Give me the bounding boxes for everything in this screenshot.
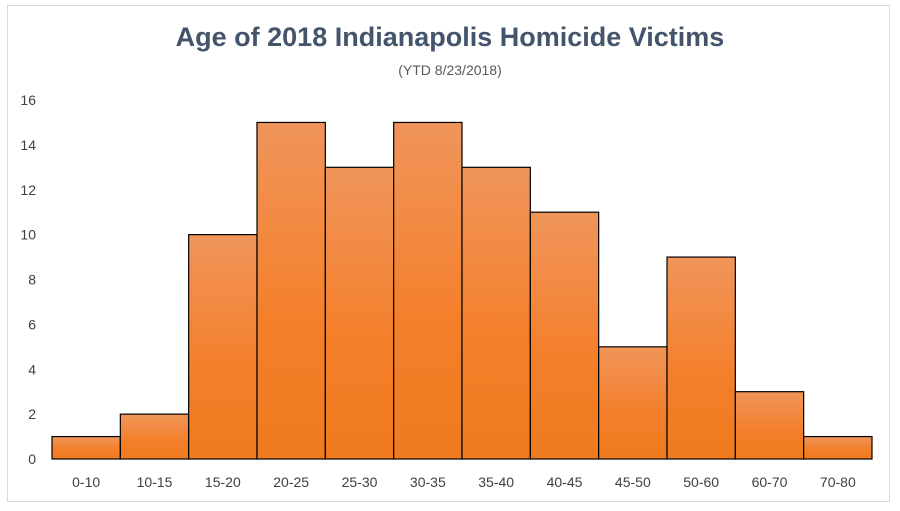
x-tick-label: 70-80 — [820, 474, 856, 490]
bar-15-20 — [188, 234, 258, 460]
x-tick-label: 60-70 — [752, 474, 788, 490]
y-axis: 0 2 4 6 8 10 12 14 16 — [20, 92, 36, 467]
bar-30-35 — [393, 121, 463, 460]
y-tick-label: 8 — [28, 272, 36, 288]
y-tick-label: 14 — [20, 137, 36, 153]
bar-40-45 — [529, 211, 600, 460]
y-tick-label: 0 — [28, 451, 36, 467]
x-tick-label: 50-60 — [683, 474, 719, 490]
x-tick-label: 35-40 — [478, 474, 514, 490]
bar-45-50 — [598, 346, 668, 460]
bar-0-10 — [51, 435, 121, 460]
chart-title: Age of 2018 Indianapolis Homicide Victim… — [176, 22, 725, 52]
bars — [51, 121, 873, 460]
y-tick-label: 16 — [20, 92, 36, 108]
x-tick-label: 45-50 — [615, 474, 651, 490]
bar-70-80 — [803, 435, 873, 460]
x-tick-label: 30-35 — [410, 474, 446, 490]
x-tick-label: 0-10 — [72, 474, 100, 490]
chart-subtitle: (YTD 8/23/2018) — [398, 62, 502, 78]
bar-60-70 — [734, 391, 805, 460]
y-tick-label: 10 — [20, 227, 36, 243]
bar-20-25 — [256, 121, 326, 460]
x-tick-label: 25-30 — [342, 474, 378, 490]
y-tick-label: 2 — [28, 406, 36, 422]
x-tick-label: 20-25 — [273, 474, 309, 490]
y-tick-label: 6 — [28, 316, 36, 332]
x-tick-label: 15-20 — [205, 474, 241, 490]
y-tick-label: 12 — [20, 182, 36, 198]
x-tick-label: 10-15 — [137, 474, 173, 490]
x-axis: 0-10 10-15 15-20 20-25 25-30 30-35 35-40 40-45 4… — [72, 474, 856, 490]
bar-50-60 — [666, 256, 736, 460]
bar-25-30 — [324, 166, 395, 460]
x-tick-label: 40-45 — [547, 474, 583, 490]
y-tick-label: 4 — [28, 361, 36, 377]
bar-35-40 — [461, 166, 531, 460]
bar-10-15 — [119, 413, 190, 460]
